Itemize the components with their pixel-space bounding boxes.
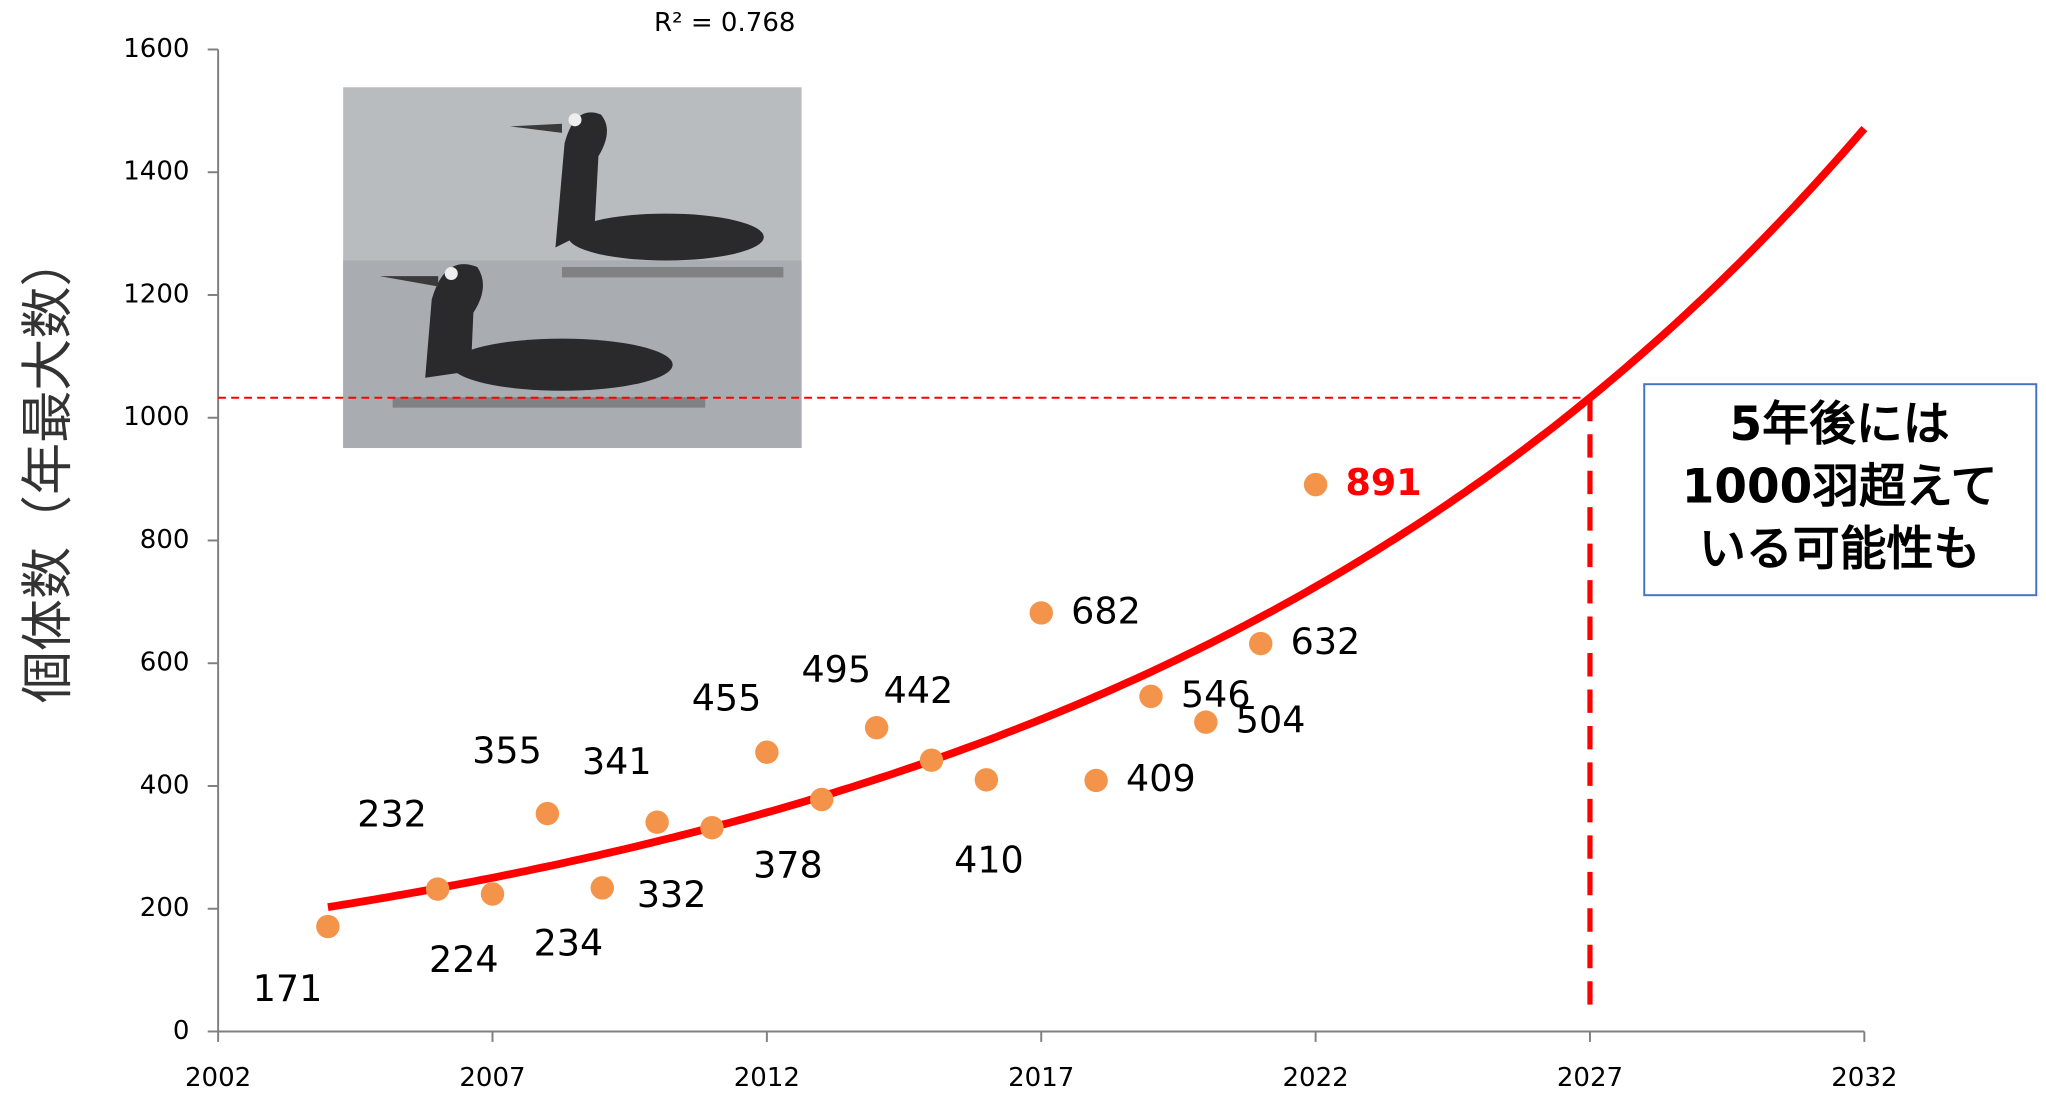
data-label: 891 xyxy=(1346,461,1422,504)
y-axis-title: 個体数（年最大数） xyxy=(18,235,78,704)
y-tick-label: 600 xyxy=(140,648,190,678)
annotation-line: 1000羽超えて xyxy=(1682,459,1998,514)
data-label: 341 xyxy=(582,740,652,783)
x-tick-label: 2022 xyxy=(1282,1063,1348,1093)
x-tick-label: 2027 xyxy=(1557,1063,1623,1093)
data-label: 495 xyxy=(801,648,871,691)
data-label: 232 xyxy=(357,793,427,836)
x-tick-label: 2032 xyxy=(1831,1063,1897,1093)
point xyxy=(1030,601,1053,624)
data-label: 171 xyxy=(253,967,323,1010)
point xyxy=(1304,473,1327,496)
x-tick-label: 2012 xyxy=(734,1063,800,1093)
annotation-box: 5年後には 1000羽超えている可能性も xyxy=(1644,384,2036,595)
annotation-line: いる可能性も xyxy=(1699,522,1980,577)
point xyxy=(1249,632,1272,655)
data-label: 442 xyxy=(884,669,954,712)
point xyxy=(1194,710,1217,733)
y-tick-label: 1200 xyxy=(123,279,189,309)
point xyxy=(755,741,778,764)
x-tick-label: 2002 xyxy=(185,1063,251,1093)
data-label: 410 xyxy=(954,838,1024,881)
point xyxy=(1084,769,1107,792)
data-label: 355 xyxy=(472,729,542,772)
y-tick-label: 1400 xyxy=(123,157,189,187)
y-tick-label: 1000 xyxy=(123,402,189,432)
point xyxy=(810,788,833,811)
data-label: 378 xyxy=(753,844,823,887)
data-label: 504 xyxy=(1236,699,1306,742)
data-label: 632 xyxy=(1291,620,1361,663)
annotation-line: 5年後には xyxy=(1730,397,1950,452)
point xyxy=(536,802,559,825)
y-tick-label: 1600 xyxy=(123,34,189,64)
data-label: 682 xyxy=(1071,589,1141,632)
point xyxy=(700,816,723,839)
data-label: 455 xyxy=(692,677,762,720)
point xyxy=(481,882,504,905)
point xyxy=(645,810,668,833)
photo xyxy=(343,87,801,448)
data-label: 332 xyxy=(637,873,707,916)
y-tick-label: 400 xyxy=(140,770,190,800)
chart: R² = 0.768 個体数（年最大数） 5年後には 1000羽超えている可能性も… xyxy=(0,0,2046,1094)
data-label: 234 xyxy=(534,922,604,965)
y-tick-label: 0 xyxy=(173,1016,190,1046)
point xyxy=(316,915,339,938)
point xyxy=(426,877,449,900)
x-tick-label: 2007 xyxy=(459,1063,525,1093)
data-label: 409 xyxy=(1126,757,1196,800)
point xyxy=(591,876,614,899)
r2-label: R² = 0.768 xyxy=(654,8,795,38)
point xyxy=(865,716,888,739)
point xyxy=(1139,685,1162,708)
y-tick-label: 800 xyxy=(140,525,190,555)
y-tick-label: 200 xyxy=(140,893,190,923)
point xyxy=(920,748,943,771)
point xyxy=(975,768,998,791)
data-label: 224 xyxy=(429,938,499,981)
x-tick-label: 2017 xyxy=(1008,1063,1074,1093)
